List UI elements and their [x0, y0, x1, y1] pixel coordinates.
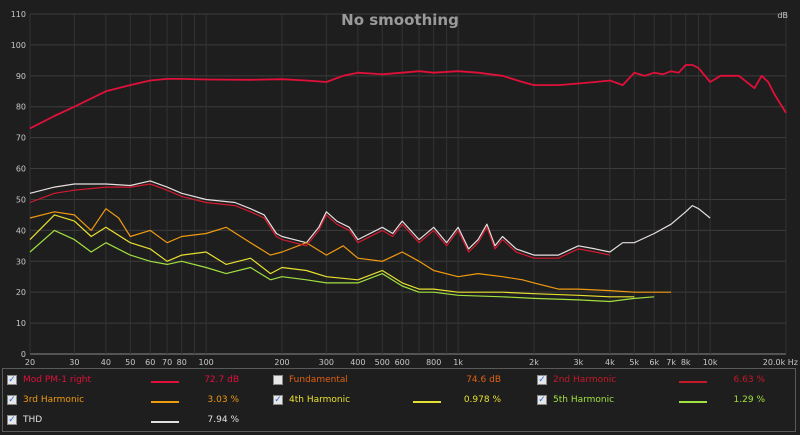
x-tick-label: 30	[69, 358, 79, 367]
legend-panel: ✓ Mod PM-1 right 72.7 dB ✓ Fundamental 7…	[2, 368, 796, 432]
x-tick-label: 20.0k Hz	[763, 358, 798, 367]
y-tick-label: 0	[21, 350, 26, 359]
x-tick-label: 4k	[605, 358, 615, 367]
legend-value: 74.6 dB	[466, 375, 501, 385]
legend-value: 0.978 %	[463, 395, 501, 405]
x-tick-label: 800	[426, 358, 441, 367]
x-tick-label: 500	[375, 358, 390, 367]
x-tick-label: 1k	[453, 358, 463, 367]
series-line-5th-harmonic	[29, 229, 655, 303]
legend-line-sample	[151, 401, 179, 403]
x-tick-label: 80	[177, 358, 187, 367]
legend-checkbox-thd[interactable]: ✓	[7, 415, 17, 425]
grid	[29, 13, 787, 355]
x-tick-label: 300	[319, 358, 334, 367]
legend-line-sample	[151, 381, 179, 383]
y-tick-label: 110	[11, 10, 26, 19]
y-tick-label: 90	[16, 72, 26, 81]
y-tick-label: 70	[16, 134, 26, 143]
legend-name: Mod PM-1 right	[23, 375, 92, 385]
y-tick-label: 80	[16, 103, 26, 112]
series-line-4th-harmonic	[29, 214, 635, 298]
y-tick-label: 40	[16, 226, 26, 235]
x-tick-label: 600	[395, 358, 410, 367]
legend-line-sample	[413, 401, 441, 403]
x-tick-label: 2k	[529, 358, 539, 367]
legend-checkbox-4th-harmonic[interactable]: ✓	[273, 395, 283, 405]
series-line-2nd-harmonic	[29, 183, 611, 259]
legend-checkbox-3rd-harmonic[interactable]: ✓	[7, 395, 17, 405]
legend-value: 3.03 %	[207, 395, 239, 405]
plot-background	[30, 14, 786, 354]
x-tick-label: 60	[145, 358, 155, 367]
legend-item-5th-harmonic[interactable]: ✓ 5th Harmonic 1.29 %	[537, 393, 793, 409]
series-lines	[29, 64, 787, 303]
x-tick-label: 6k	[649, 358, 659, 367]
legend-item-mod-pm1-right[interactable]: ✓ Mod PM-1 right 72.7 dB	[7, 373, 267, 389]
legend-item-fundamental[interactable]: ✓ Fundamental 74.6 dB	[273, 373, 533, 389]
legend-item-thd[interactable]: ✓ THD 7.94 %	[7, 413, 267, 429]
legend-name: 5th Harmonic	[553, 395, 615, 405]
x-tick-label: 20	[25, 358, 35, 367]
y-tick-label: 60	[16, 165, 26, 174]
y-tick-label: 50	[16, 195, 26, 204]
legend-name: 4th Harmonic	[289, 395, 351, 405]
x-tick-label: 10k	[703, 358, 718, 367]
legend-item-4th-harmonic[interactable]: ✓ 4th Harmonic 0.978 %	[273, 393, 533, 409]
x-tick-label: 3k	[574, 358, 584, 367]
legend-value: 1.29 %	[733, 395, 765, 405]
y-tick-label: 10	[16, 319, 26, 328]
legend-line-sample	[151, 421, 179, 423]
y-tick-label: 20	[16, 288, 26, 297]
x-tick-label: 8k	[681, 358, 691, 367]
series-line-thd	[29, 180, 711, 256]
x-tick-label: 400	[350, 358, 365, 367]
legend-value: 72.7 dB	[204, 375, 239, 385]
x-tick-label: 100	[198, 358, 213, 367]
legend-item-3rd-harmonic[interactable]: ✓ 3rd Harmonic 3.03 %	[7, 393, 267, 409]
y-tick-label: 30	[16, 257, 26, 266]
legend-checkbox-mod-pm1-right[interactable]: ✓	[7, 375, 17, 385]
x-tick-label: 70	[162, 358, 172, 367]
series-line-3rd-harmonic	[29, 208, 672, 293]
legend-checkbox-fundamental[interactable]: ✓	[273, 375, 283, 385]
x-tick-label: 5k	[629, 358, 639, 367]
legend-value: 6.63 %	[733, 375, 765, 385]
chart-title: No smoothing	[341, 11, 459, 29]
x-tick-label: 200	[274, 358, 289, 367]
distortion-chart[interactable]: 0 10 20 30 40 50 60 70 80 90 100 110 20 30 40 50 60 70 80 1…	[0, 0, 800, 368]
legend-line-sample	[679, 401, 707, 403]
axis-ticks: 0 10 20 30 40 50 60 70 80 90 100 110 20 30 40 50 60 70 80 1…	[11, 10, 798, 367]
legend-name: 2nd Harmonic	[553, 375, 617, 385]
legend-checkbox-5th-harmonic[interactable]: ✓	[537, 395, 547, 405]
x-tick-label: 7k	[666, 358, 676, 367]
legend-checkbox-2nd-harmonic[interactable]: ✓	[537, 375, 547, 385]
legend-item-2nd-harmonic[interactable]: ✓ 2nd Harmonic 6.63 %	[537, 373, 793, 389]
y-axis-unit: dB	[777, 11, 788, 20]
x-tick-label: 40	[101, 358, 111, 367]
legend-name: 3rd Harmonic	[23, 395, 85, 405]
legend-name: Fundamental	[289, 375, 348, 385]
legend-name: THD	[23, 415, 43, 425]
series-line-mod-pm-1-right	[29, 64, 787, 130]
y-tick-label: 100	[11, 41, 26, 50]
legend-line-sample	[679, 381, 707, 383]
legend-value: 7.94 %	[207, 415, 239, 425]
x-tick-label: 50	[125, 358, 135, 367]
